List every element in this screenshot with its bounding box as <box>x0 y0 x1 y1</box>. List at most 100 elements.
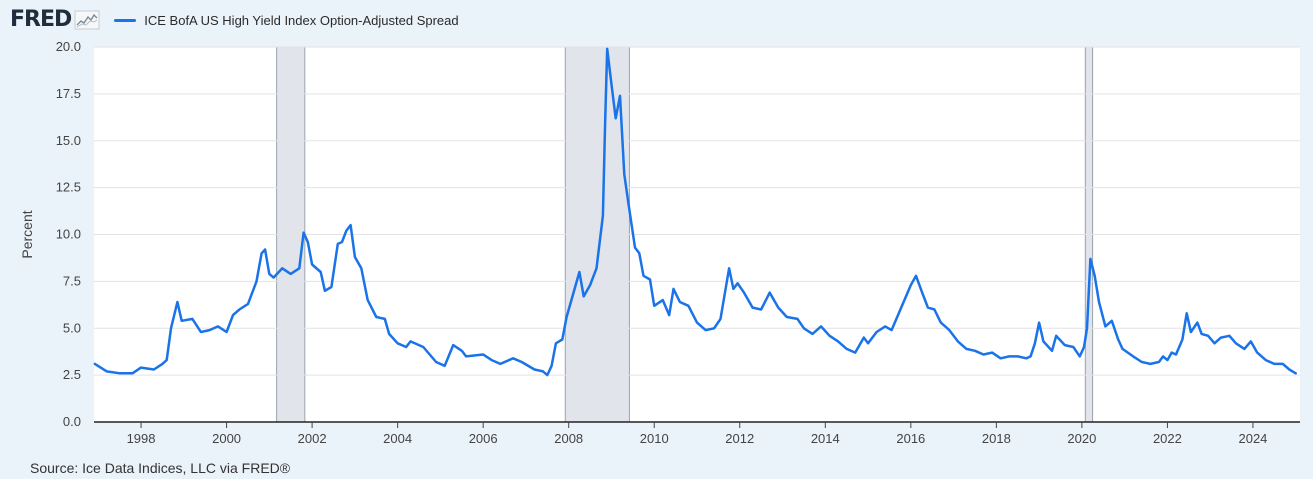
data-point[interactable] <box>1248 339 1253 344</box>
data-point[interactable] <box>686 303 691 308</box>
data-point[interactable] <box>889 328 894 333</box>
data-point[interactable] <box>801 326 806 331</box>
data-point[interactable] <box>560 337 565 342</box>
data-point[interactable] <box>92 361 97 366</box>
data-point[interactable] <box>919 288 924 293</box>
data-point[interactable] <box>130 371 135 376</box>
data-point[interactable] <box>581 294 586 299</box>
data-point[interactable] <box>637 251 642 256</box>
data-point[interactable] <box>237 307 242 312</box>
data-point[interactable] <box>117 371 122 376</box>
data-point[interactable] <box>883 324 888 329</box>
data-point[interactable] <box>329 285 334 290</box>
data-point[interactable] <box>263 247 268 252</box>
data-point[interactable] <box>374 315 379 320</box>
data-point[interactable] <box>896 313 901 318</box>
data-point[interactable] <box>925 305 930 310</box>
data-point[interactable] <box>1165 358 1170 363</box>
data-point[interactable] <box>352 255 357 260</box>
data-point[interactable] <box>1263 358 1268 363</box>
data-point[interactable] <box>1116 337 1121 342</box>
data-point[interactable] <box>914 273 919 278</box>
data-point[interactable] <box>1041 339 1046 344</box>
data-point[interactable] <box>1139 360 1144 365</box>
data-point[interactable] <box>742 290 747 295</box>
data-point[interactable] <box>1071 345 1076 350</box>
data-point[interactable] <box>160 361 165 366</box>
data-point[interactable] <box>695 320 700 325</box>
data-point[interactable] <box>318 270 323 275</box>
data-point[interactable] <box>246 301 251 306</box>
data-point[interactable] <box>310 262 315 267</box>
data-point[interactable] <box>545 373 550 378</box>
data-point[interactable] <box>671 286 676 291</box>
data-point[interactable] <box>718 316 723 321</box>
data-point[interactable] <box>1280 361 1285 366</box>
data-point[interactable] <box>382 316 387 321</box>
data-point[interactable] <box>564 315 569 320</box>
data-point[interactable] <box>1109 318 1114 323</box>
data-point[interactable] <box>947 328 952 333</box>
data-point[interactable] <box>104 369 109 374</box>
data-point[interactable] <box>600 213 605 218</box>
data-point[interactable] <box>553 341 558 346</box>
data-point[interactable] <box>759 307 764 312</box>
data-point[interactable] <box>874 330 879 335</box>
data-point[interactable] <box>532 367 537 372</box>
data-point[interactable] <box>603 121 608 126</box>
data-point[interactable] <box>207 328 212 333</box>
data-point[interactable] <box>404 345 409 350</box>
data-point[interactable] <box>1206 333 1211 338</box>
data-point[interactable] <box>288 271 293 276</box>
data-point[interactable] <box>1272 361 1277 366</box>
data-point[interactable] <box>836 339 841 344</box>
data-point[interactable] <box>626 202 631 207</box>
data-point[interactable] <box>1227 333 1232 338</box>
data-point[interactable] <box>1028 354 1033 359</box>
data-point[interactable] <box>1037 320 1042 325</box>
data-point[interactable] <box>139 365 144 370</box>
data-point[interactable] <box>866 341 871 346</box>
data-point[interactable] <box>1024 356 1029 361</box>
data-point[interactable] <box>1174 352 1179 357</box>
data-point[interactable] <box>652 303 657 308</box>
data-point[interactable] <box>605 46 610 51</box>
data-point[interactable] <box>990 350 995 355</box>
data-point[interactable] <box>1015 354 1020 359</box>
data-point[interactable] <box>1097 300 1102 305</box>
data-point[interactable] <box>712 326 717 331</box>
data-point[interactable] <box>365 298 370 303</box>
data-point[interactable] <box>1050 348 1055 353</box>
data-point[interactable] <box>175 300 180 305</box>
data-point[interactable] <box>622 172 627 177</box>
data-point[interactable] <box>827 333 832 338</box>
data-point[interactable] <box>1032 341 1037 346</box>
data-point[interactable] <box>613 116 618 121</box>
data-point[interactable] <box>1195 320 1200 325</box>
data-point[interactable] <box>1233 341 1238 346</box>
data-point[interactable] <box>1054 333 1059 338</box>
data-point[interactable] <box>164 358 169 363</box>
data-point[interactable] <box>973 348 978 353</box>
data-point[interactable] <box>224 330 229 335</box>
fred-logo[interactable]: FRED <box>10 8 100 32</box>
data-point[interactable] <box>408 339 413 344</box>
data-point[interactable] <box>1092 273 1097 278</box>
data-point[interactable] <box>861 335 866 340</box>
data-point[interactable] <box>1180 337 1185 342</box>
data-point[interactable] <box>280 266 285 271</box>
data-point[interactable] <box>387 331 392 336</box>
data-point[interactable] <box>359 266 364 271</box>
data-point[interactable] <box>297 266 302 271</box>
data-point[interactable] <box>1082 345 1087 350</box>
data-point[interactable] <box>618 93 623 98</box>
data-point[interactable] <box>267 271 272 276</box>
data-point[interactable] <box>784 315 789 320</box>
data-point[interactable] <box>955 339 960 344</box>
data-point[interactable] <box>1085 326 1090 331</box>
data-point[interactable] <box>810 331 815 336</box>
data-point[interactable] <box>667 313 672 318</box>
data-point[interactable] <box>819 324 824 329</box>
data-point[interactable] <box>1088 256 1093 261</box>
data-point[interactable] <box>932 307 937 312</box>
